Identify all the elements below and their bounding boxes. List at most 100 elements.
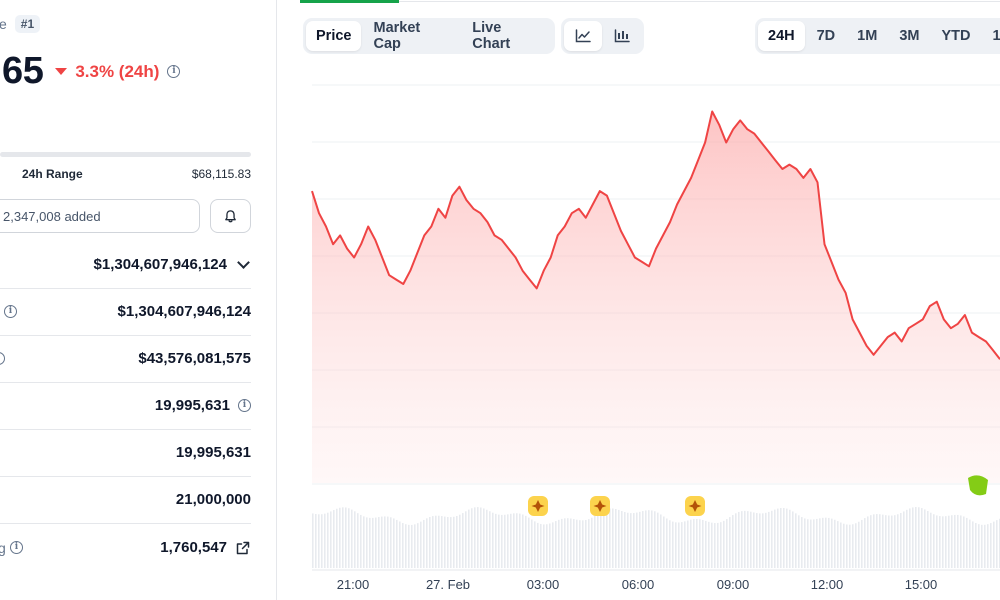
volume-bar xyxy=(489,511,491,568)
event-marker-icon[interactable] xyxy=(968,475,988,496)
volume-bar xyxy=(771,510,773,568)
volume-bar xyxy=(405,524,407,568)
news-event-marker[interactable] xyxy=(528,496,548,516)
tab-market-cap[interactable]: Market Cap xyxy=(373,20,421,52)
add-to-watchlist-button[interactable]: 2,347,008 added xyxy=(0,199,200,233)
volume-bar xyxy=(360,514,362,568)
volume-bar xyxy=(906,509,908,568)
info-icon[interactable]: i xyxy=(167,65,181,78)
volume-bar xyxy=(990,523,992,568)
caret-down-icon xyxy=(55,68,68,75)
volume-bar xyxy=(657,512,659,568)
volume-bar xyxy=(921,508,923,568)
volume-bar xyxy=(966,517,968,568)
volume-bar xyxy=(381,516,383,568)
volume-bar xyxy=(567,518,569,568)
volume-bar xyxy=(357,513,359,568)
price-chart[interactable]: 21:00 27. Feb 03:00 06:00 09:00 12:00 15:00 xyxy=(300,0,1000,600)
total-supply-row: 19,995,631 xyxy=(0,429,251,477)
volume-bar xyxy=(759,513,761,568)
volume-bar xyxy=(450,517,452,568)
volume-bar xyxy=(909,508,911,568)
volume-bar xyxy=(963,516,965,568)
watchlist-count: 2,347,008 added xyxy=(3,208,101,224)
volume-bar xyxy=(534,521,536,568)
active-section-underline xyxy=(300,0,399,3)
volume-bar xyxy=(366,517,368,568)
volume-bar xyxy=(690,519,692,568)
volume-bar xyxy=(660,514,662,568)
info-icon[interactable]: i xyxy=(4,305,17,318)
range-7d[interactable]: 7D xyxy=(816,28,836,44)
external-link-icon[interactable] xyxy=(235,540,251,556)
volume-bar xyxy=(681,522,683,568)
volume-bar xyxy=(930,512,932,568)
volume-bar xyxy=(879,514,881,568)
holders-row: g i 1,760,547 xyxy=(0,524,251,571)
volume-bar xyxy=(378,517,380,568)
volume-bar xyxy=(504,514,506,568)
range-ytd[interactable]: YTD xyxy=(941,28,971,44)
x-tick-label: 27. Feb xyxy=(426,577,470,592)
volume-bar xyxy=(972,521,974,568)
volume-bar xyxy=(870,515,872,568)
market-cap-dropdown-row[interactable]: $1,304,607,946,124 xyxy=(0,241,251,289)
volume-bar xyxy=(423,519,425,568)
volume-bar xyxy=(426,518,428,568)
volume-bar xyxy=(495,513,497,568)
info-icon[interactable]: i xyxy=(10,541,23,554)
volume-bar xyxy=(399,521,401,568)
volume-bar xyxy=(669,520,671,568)
star-event-icon xyxy=(593,500,607,512)
volume-bar xyxy=(339,507,341,568)
volume-bar xyxy=(615,508,617,568)
volume-bar xyxy=(627,512,629,568)
volume-bar xyxy=(786,508,788,568)
volume-bar xyxy=(654,511,656,568)
volume-bar xyxy=(492,512,494,568)
coin-title: ce xyxy=(0,16,7,32)
price-change-24h: 3.3% (24h) xyxy=(75,61,160,81)
volume-bar xyxy=(486,509,488,568)
volume-bar xyxy=(720,522,722,568)
volume-bar xyxy=(630,513,632,568)
range-3m[interactable]: 3M xyxy=(899,28,920,44)
volume-bar xyxy=(576,519,578,568)
line-chart-button[interactable] xyxy=(564,21,602,51)
volume-bar xyxy=(699,519,701,568)
volume-bar xyxy=(858,521,860,568)
range-24h[interactable]: 24H xyxy=(758,21,805,51)
volume-bar xyxy=(588,519,590,568)
volume-bar xyxy=(813,519,815,568)
total-supply-value: 19,995,631 xyxy=(175,444,251,461)
range-1y[interactable]: 1 xyxy=(992,28,1000,44)
coin-overview-panel: ce #1 .65 3.3% (24h) i 24h Range $68,115… xyxy=(0,0,277,600)
volume-bar xyxy=(750,511,752,568)
news-event-marker[interactable] xyxy=(590,496,610,516)
volume-bar xyxy=(585,520,587,568)
holders-value: 1,760,547 xyxy=(160,539,227,556)
volume-bar xyxy=(321,514,323,568)
range-1m[interactable]: 1M xyxy=(857,28,878,44)
volume-bar xyxy=(837,521,839,568)
volume-bar xyxy=(519,513,521,568)
volume-bar xyxy=(435,515,437,568)
volume-bar xyxy=(849,524,851,568)
volume-bar xyxy=(540,523,542,568)
volume-bar xyxy=(873,514,875,568)
price-alert-button[interactable] xyxy=(210,199,251,233)
info-icon[interactable]: i xyxy=(238,399,251,412)
time-range-tabs: 24H 7D 1M 3M YTD 1 xyxy=(755,18,1000,54)
volume-bar xyxy=(969,519,971,568)
volume-bar xyxy=(741,511,743,568)
news-event-marker[interactable] xyxy=(685,496,705,516)
candlestick-chart-button[interactable] xyxy=(604,21,642,51)
range-label: 24h Range xyxy=(22,167,83,181)
volume-bar xyxy=(705,520,707,568)
tab-price[interactable]: Price xyxy=(306,21,362,51)
volume-bar xyxy=(453,516,455,568)
info-icon[interactable]: i xyxy=(0,352,5,365)
tab-live-chart[interactable]: Live Chart xyxy=(472,20,511,52)
volume-bar xyxy=(783,507,785,568)
volume-bar xyxy=(861,519,863,568)
